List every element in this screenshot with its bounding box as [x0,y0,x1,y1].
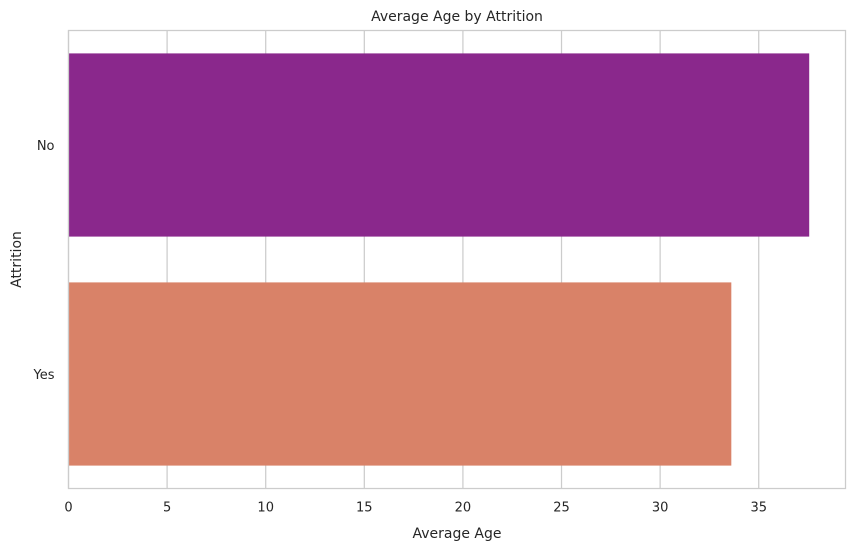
x-tick-labels: 0 5 10 15 20 25 30 35 [64,501,767,516]
x-tick-label: 0 [64,501,72,516]
y-axis-label: Attrition [9,231,25,288]
y-tick-label: No [37,139,55,154]
x-tick-label: 5 [163,501,171,516]
x-axis-label: Average Age [412,526,501,542]
plot-frame [67,29,847,490]
bar-yes [68,282,732,466]
y-tick-labels: No Yes [33,139,55,383]
x-tick-label: 25 [553,501,570,516]
x-tick-label: 35 [750,501,767,516]
x-tick-label: 10 [257,501,274,516]
chart-title: Average Age by Attrition [371,9,543,25]
x-tick-label: 15 [356,501,373,516]
bars [68,53,810,466]
y-tick-label: Yes [33,368,55,383]
x-tick-label: 20 [455,501,472,516]
bar-no [68,53,810,237]
x-tick-label: 30 [652,501,669,516]
